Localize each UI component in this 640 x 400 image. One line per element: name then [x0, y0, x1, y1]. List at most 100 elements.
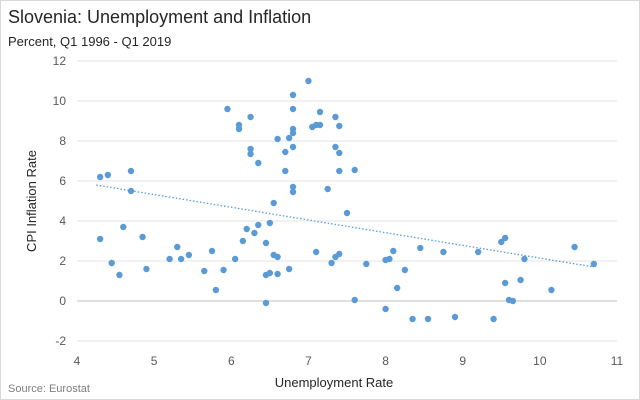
data-point [509, 297, 517, 305]
x-tick-label: 4 [74, 354, 81, 368]
data-point [363, 260, 370, 268]
data-point [251, 229, 258, 237]
data-point [247, 150, 254, 158]
data-point [143, 265, 150, 273]
data-point [174, 243, 181, 251]
data-point [262, 299, 270, 307]
data-point [474, 248, 482, 256]
data-point [501, 234, 509, 242]
data-point [274, 135, 281, 143]
data-point [255, 221, 262, 229]
x-axis-ticks: 4 5 6 7 8 9 10 11 [74, 354, 624, 368]
data-point [208, 247, 216, 255]
data-point [289, 105, 297, 113]
data-point [212, 286, 220, 294]
data-point [382, 305, 389, 313]
data-point [224, 105, 231, 113]
data-point [108, 259, 115, 267]
data-point [316, 108, 324, 116]
data-point [96, 235, 104, 243]
data-point [289, 183, 297, 191]
data-point [351, 296, 358, 304]
data-point [247, 145, 254, 153]
data-point [247, 113, 254, 121]
data-point [336, 167, 343, 175]
y-axis-label: CPI Inflation Rate [24, 150, 39, 252]
data-point [274, 270, 281, 278]
data-point [289, 188, 297, 196]
gridlines [77, 60, 617, 342]
x-tick-label: 5 [151, 354, 158, 368]
data-point [386, 255, 393, 263]
y-tick-label: 6 [59, 174, 66, 188]
data-point [274, 253, 281, 261]
data-point [262, 239, 270, 247]
data-point [336, 250, 343, 258]
data-point [336, 122, 343, 130]
y-tick-label: 8 [59, 134, 66, 148]
y-tick-label: 2 [59, 254, 66, 268]
data-point [239, 237, 247, 245]
data-point [285, 265, 293, 273]
x-tick-label: 10 [533, 354, 547, 368]
x-tick-label: 6 [228, 354, 235, 368]
data-point [120, 223, 127, 231]
data-point [490, 315, 497, 323]
data-point [116, 271, 123, 279]
data-point [266, 219, 274, 227]
data-point [305, 77, 312, 85]
data-point [336, 149, 343, 157]
data-point [440, 248, 447, 256]
y-tick-label: 10 [53, 94, 67, 108]
chart-subtitle: Percent, Q1 1996 - Q1 2019 [8, 34, 172, 49]
data-point [266, 269, 274, 277]
data-point [417, 244, 424, 252]
data-point [127, 167, 135, 175]
data-point [285, 134, 293, 142]
data-point [220, 266, 227, 274]
x-tick-label: 7 [305, 354, 312, 368]
data-point [517, 276, 524, 284]
data-point [289, 143, 297, 151]
data-points [96, 77, 598, 323]
data-point [289, 129, 297, 137]
data-point [185, 251, 193, 259]
data-point [312, 248, 320, 256]
data-point [332, 113, 339, 121]
data-point [401, 266, 409, 274]
x-tick-label: 8 [382, 354, 389, 368]
data-point [235, 125, 243, 133]
data-point [571, 243, 578, 251]
data-point [177, 255, 185, 263]
data-point [328, 259, 335, 267]
data-point [201, 267, 208, 275]
data-point [255, 159, 262, 167]
data-point [289, 91, 297, 99]
data-point [243, 225, 250, 233]
chart-title: Slovenia: Unemployment and Inflation [8, 7, 312, 27]
data-point [521, 255, 528, 263]
data-point [343, 209, 351, 217]
data-point [231, 255, 239, 263]
y-tick-label: 0 [59, 294, 66, 308]
data-point [393, 284, 401, 292]
y-axis-ticks: -2 0 2 4 6 8 10 12 [53, 54, 67, 348]
source-note: Source: Eurostat [8, 383, 90, 395]
data-point [324, 185, 331, 193]
data-point [166, 255, 173, 263]
data-point [270, 199, 277, 207]
data-point [548, 286, 555, 294]
data-point [424, 315, 432, 323]
data-point [282, 148, 289, 156]
y-tick-label: -2 [55, 334, 66, 348]
data-point [96, 173, 104, 181]
data-point [390, 247, 397, 255]
data-point [590, 260, 598, 268]
data-point [282, 167, 289, 175]
x-tick-label: 9 [459, 354, 466, 368]
data-point [451, 313, 459, 321]
data-point [316, 121, 324, 129]
data-point [501, 279, 509, 287]
data-point [332, 143, 339, 151]
data-point [139, 233, 146, 241]
